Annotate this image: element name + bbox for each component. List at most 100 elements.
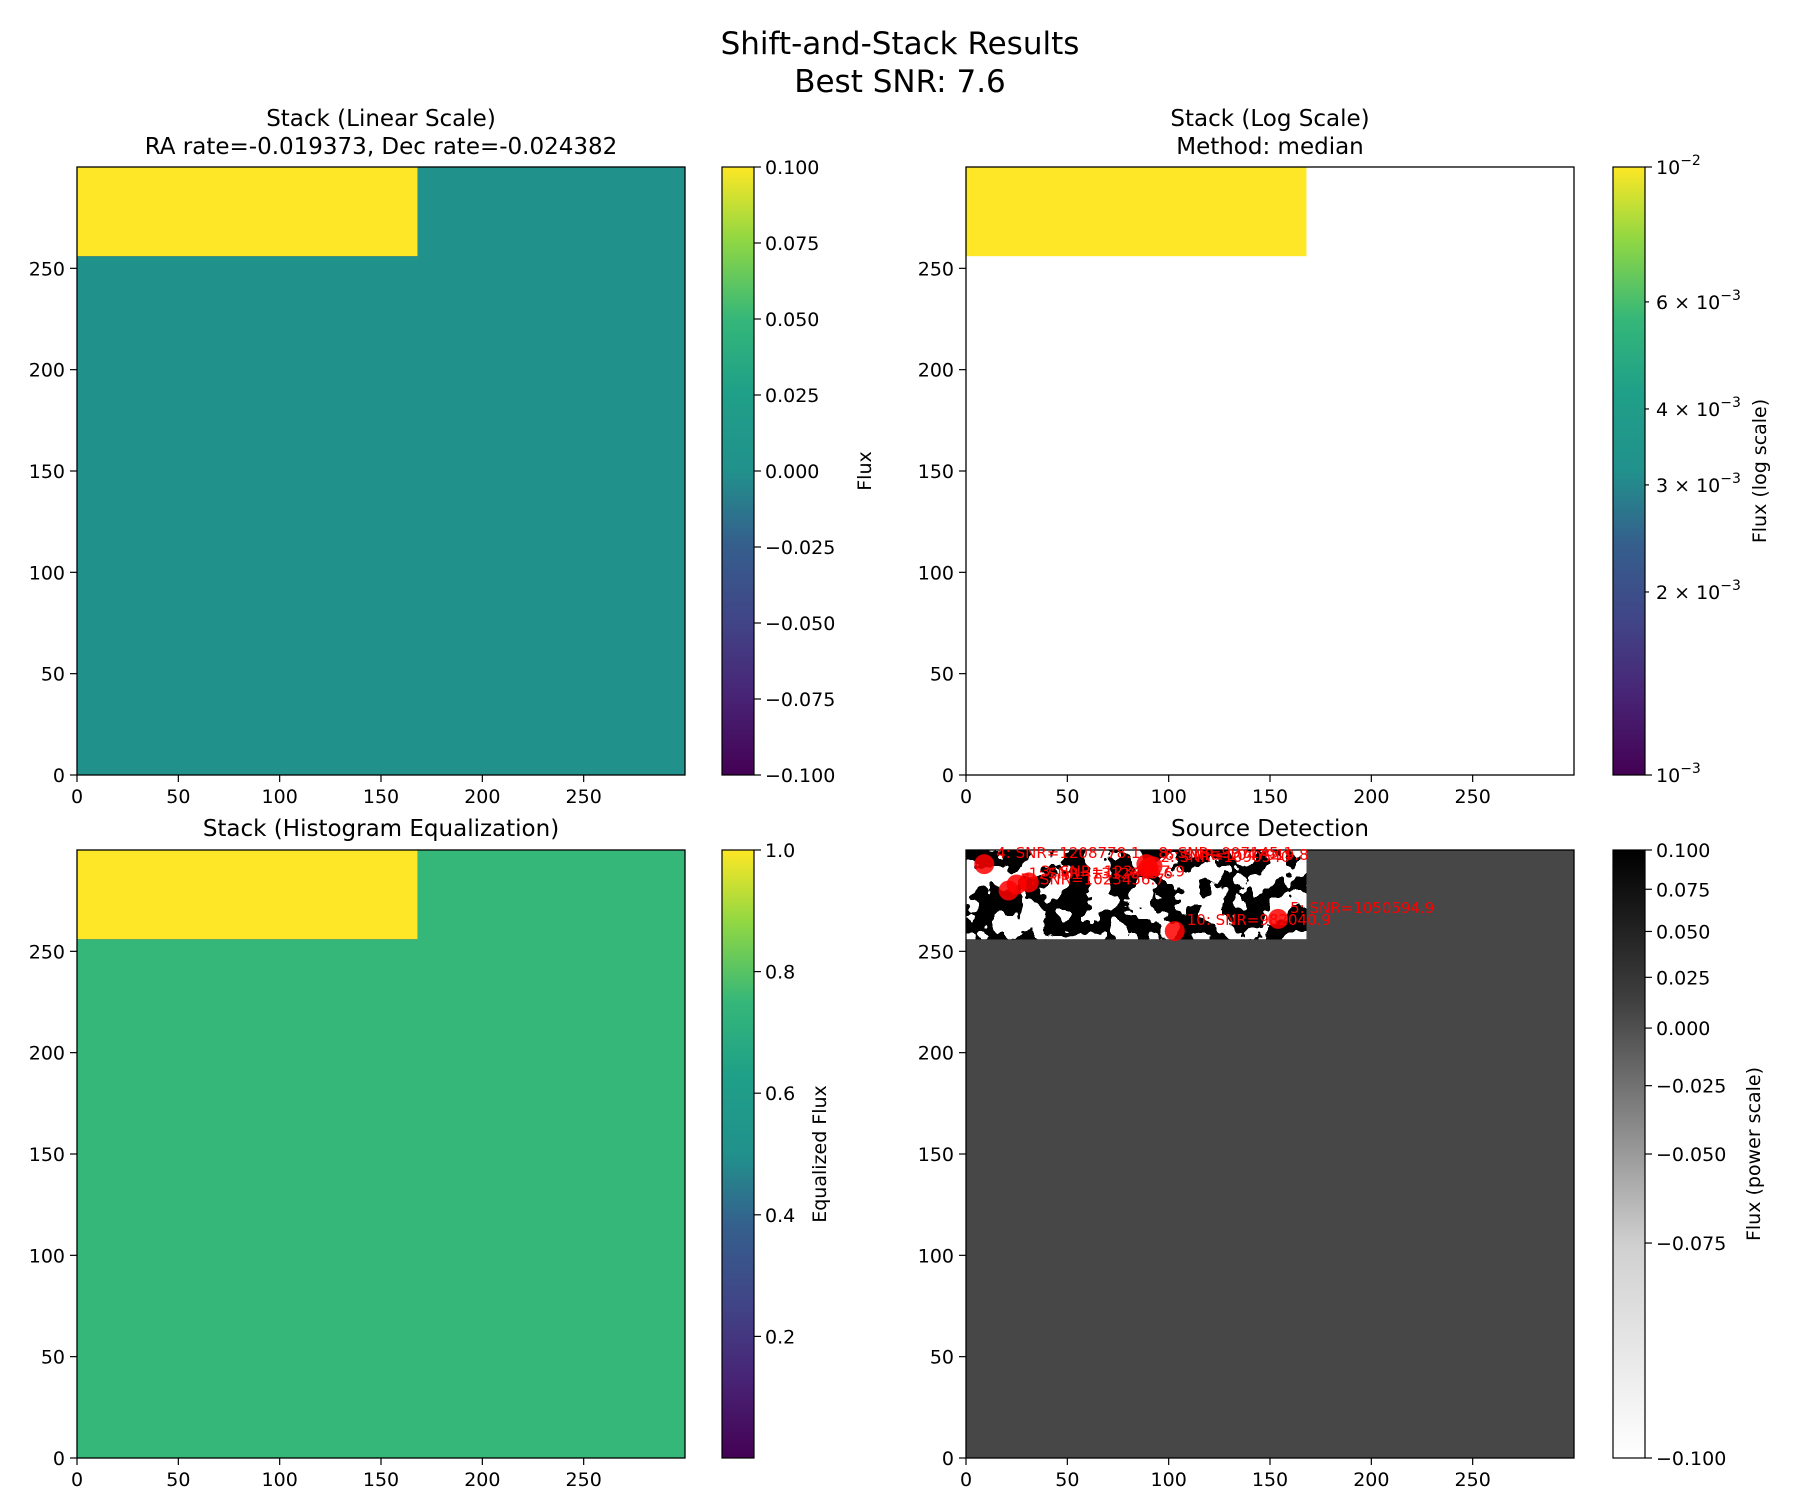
heatmap-image-linear <box>77 167 685 775</box>
colorbar-tick-label: 10−2 <box>1656 153 1701 179</box>
x-tick-label: 100 <box>1151 786 1187 808</box>
x-axis-linear: 0 50 100 150 200 250 <box>71 775 602 808</box>
y-axis-linear: 0 50 100 150 200 250 <box>29 258 77 787</box>
y-tick-label: 50 <box>930 1347 954 1369</box>
x-tick-label: 50 <box>166 1469 190 1491</box>
y-tick-label: 150 <box>29 461 65 483</box>
heatmap-image-histeq <box>77 850 685 1458</box>
colorbar-ticks-histeq: 1.0 0.8 0.6 0.4 0.2 <box>754 840 795 1348</box>
x-tick-label: 150 <box>1252 786 1288 808</box>
colorbar-tick-label: 0.100 <box>765 157 819 179</box>
detection-point <box>998 880 1019 901</box>
y-tick-label: 100 <box>918 562 954 584</box>
data-region-texture <box>77 167 418 257</box>
colorbar-tick-label: 0.050 <box>765 309 819 331</box>
x-tick-label: 50 <box>166 786 190 808</box>
panel-histeq-title: Stack (Histogram Equalization) <box>203 816 559 842</box>
panel-histeq: Stack (Histogram Equalization) 0 50 100 150… <box>29 816 831 1491</box>
colorbar-minor-tick-label: 2 × 10−3 <box>1656 578 1741 604</box>
y-axis-detect: 0 50 100 150 200 250 <box>918 941 966 1470</box>
colorbar-label-histeq: Equalized Flux <box>809 1085 831 1223</box>
y-tick-label: 250 <box>918 258 954 280</box>
y-tick-label: 200 <box>29 360 65 382</box>
x-tick-label: 200 <box>464 786 500 808</box>
y-tick-label: 100 <box>29 562 65 584</box>
colorbar-tick-label: 0.025 <box>765 385 819 407</box>
colorbar-tick-label: 0.2 <box>765 1326 795 1348</box>
y-tick-label: 150 <box>918 461 954 483</box>
y-tick-label: 50 <box>930 664 954 686</box>
detection-point <box>1164 921 1185 942</box>
colorbar-tick-label: 0.025 <box>1656 967 1710 989</box>
detections-layer: 4: SNR=1208778.1 8: SNR=997145.16: SNR=10… <box>974 844 1434 942</box>
figure-title: Shift-and-Stack Results <box>721 26 1080 62</box>
y-tick-label: 50 <box>41 664 65 686</box>
x-tick-label: 200 <box>464 1469 500 1491</box>
y-axis-histeq: 0 50 100 150 200 250 <box>29 941 77 1470</box>
colorbar-tick-label: 1.0 <box>765 840 795 862</box>
y-tick-label: 150 <box>918 1144 954 1166</box>
detection-label: 5: SNR=1050594.9 <box>1290 899 1434 917</box>
x-tick-label: 0 <box>960 1469 972 1491</box>
x-tick-label: 150 <box>1252 1469 1288 1491</box>
panel-linear-subtitle: RA rate=-0.019373, Dec rate=-0.024382 <box>145 134 618 160</box>
colorbar-tick-label: −0.100 <box>1656 1448 1726 1470</box>
colorbar-log <box>1612 166 1646 776</box>
panel-detect-title: Source Detection <box>1171 816 1369 842</box>
colorbar-linear <box>721 166 755 776</box>
panel-log-subtitle: Method: median <box>1176 134 1364 160</box>
data-region-texture <box>966 850 1307 940</box>
colorbar-ticks-linear: 0.100 0.075 0.050 0.025 0.000 −0.025 −0.050 −0.… <box>754 157 835 787</box>
detection-label: 8: SNR=997145.1 <box>1158 844 1293 862</box>
colorbar-tick-label: −0.050 <box>765 613 835 635</box>
y-tick-label: 200 <box>29 1043 65 1065</box>
heatmap-background <box>77 167 685 775</box>
colorbar-tick-label: −0.100 <box>765 765 835 787</box>
x-tick-label: 200 <box>1353 1469 1389 1491</box>
x-axis-detect: 0 50 100 150 200 250 <box>960 1458 1491 1491</box>
colorbar-tick-label: 0.4 <box>765 1205 795 1227</box>
y-tick-label: 250 <box>29 258 65 280</box>
detection-label: 10: SNR=982040.9 <box>1187 911 1331 929</box>
y-tick-label: 250 <box>29 941 65 963</box>
x-tick-label: 50 <box>1055 786 1079 808</box>
detection-point <box>1138 858 1159 879</box>
colorbar-detect <box>1612 849 1646 1459</box>
x-tick-label: 150 <box>363 786 399 808</box>
y-tick-label: 150 <box>29 1144 65 1166</box>
x-tick-label: 150 <box>363 1469 399 1491</box>
colorbar-tick-label: 0.075 <box>765 233 819 255</box>
colorbar-label-linear: Flux <box>854 451 876 491</box>
heatmap-background <box>77 850 685 1458</box>
detection-label: 3: SNR=1234567.9 <box>1041 862 1185 880</box>
colorbar-tick-label: −0.050 <box>1656 1144 1726 1166</box>
colorbar-tick-label: −0.025 <box>765 537 835 559</box>
detection-point <box>974 854 995 875</box>
colorbar-minor-tick-label: 3 × 10−3 <box>1656 471 1741 497</box>
y-axis-log: 0 50 100 150 200 250 <box>918 258 966 787</box>
x-axis-log: 0 50 100 150 200 250 <box>960 775 1491 808</box>
panel-linear-title: Stack (Linear Scale) <box>266 106 496 132</box>
x-tick-label: 0 <box>71 786 83 808</box>
panel-linear: Stack (Linear Scale) RA rate=-0.019373, … <box>29 106 876 808</box>
y-tick-label: 0 <box>53 765 65 787</box>
y-tick-label: 0 <box>53 1448 65 1470</box>
panel-detect: Source Detection 4: SNR=1208778.1 8: SNR=… <box>918 816 1765 1491</box>
colorbar-tick-label: 0.000 <box>1656 1018 1710 1040</box>
colorbar-minor-tick-label: 4 × 10−3 <box>1656 395 1741 421</box>
x-tick-label: 250 <box>566 1469 602 1491</box>
x-tick-label: 250 <box>566 786 602 808</box>
colorbar-tick-label: −0.025 <box>1656 1076 1726 1098</box>
y-tick-label: 50 <box>41 1347 65 1369</box>
x-tick-label: 250 <box>1455 786 1491 808</box>
detection-label: 1: SNR=1312645.6 <box>1029 864 1173 882</box>
detection-label: 2: SNR=1090540 <box>1160 848 1290 866</box>
colorbar-tick-label: 0.6 <box>765 1083 795 1105</box>
x-axis-histeq: 0 50 100 150 200 250 <box>71 1458 602 1491</box>
colorbar-tick-label: 10−3 <box>1656 761 1701 787</box>
colorbar-label-log: Flux (log scale) <box>1749 399 1771 543</box>
colorbar-tick-label: 0.8 <box>765 962 795 984</box>
detection-label: 6: SNR=1047919.8 <box>1164 846 1308 864</box>
colorbar-tick-label: 0.000 <box>765 461 819 483</box>
